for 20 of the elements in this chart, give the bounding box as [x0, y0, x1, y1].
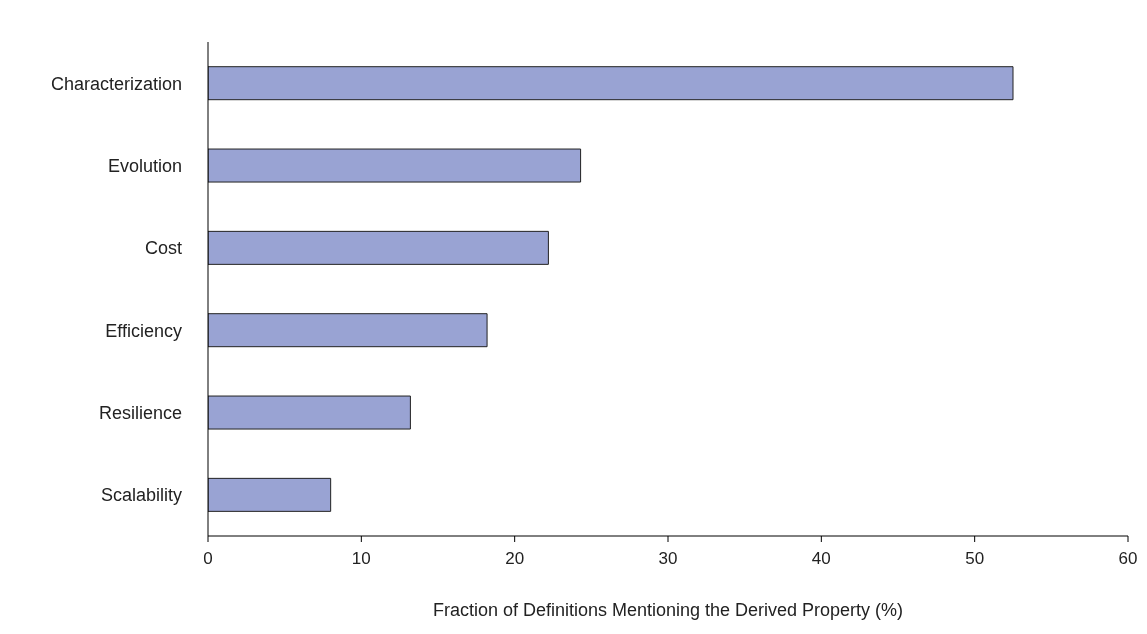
bar	[208, 477, 332, 512]
y-tick-label: Evolution	[107, 155, 182, 176]
y-tick-label: Scalability	[100, 485, 182, 506]
x-tick-label: 60	[1118, 549, 1138, 569]
y-tick-label: Cost	[144, 238, 182, 259]
x-tick-label: 40	[811, 549, 831, 569]
bar	[208, 230, 549, 265]
x-tick-label: 30	[658, 549, 678, 569]
y-tick-label: Characterization	[50, 73, 182, 94]
x-tick-label: 20	[505, 549, 525, 569]
x-tick-label: 50	[965, 549, 985, 569]
x-axis-title: Fraction of Definitions Mentioning the Derived Property (%)	[432, 600, 904, 620]
bar	[208, 313, 488, 348]
y-tick-label: Efficiency	[105, 320, 182, 341]
x-tick-label: 10	[351, 549, 371, 569]
bar	[208, 66, 1014, 101]
bar	[208, 395, 411, 430]
x-tick-label: 0	[203, 549, 213, 569]
y-tick-label: Resilience	[98, 402, 182, 423]
bar	[208, 148, 582, 183]
